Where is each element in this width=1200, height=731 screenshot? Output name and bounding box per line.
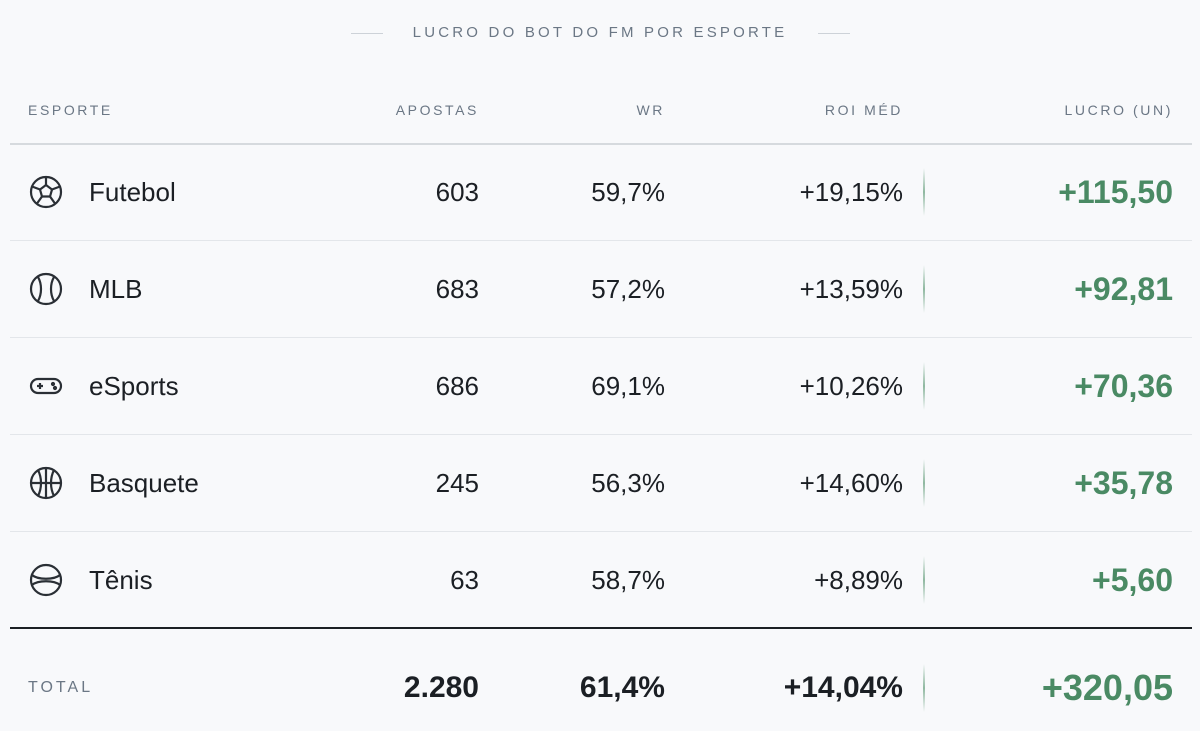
total-row: TOTAL 2.280 61,4% +14,04% +320,05 [0,640,1200,731]
header: LUCRO (UN) [1064,102,1173,118]
cell: 2.280 [403,671,479,704]
header: WR [636,102,665,118]
cell: +320,05 [1041,667,1173,708]
sport-icon [29,272,63,306]
sport-name: eSports [89,371,179,401]
sport-name: Futebol [89,177,176,207]
table-row: Basquete 245 56,3% +14,60% +35,78 [0,435,1200,531]
header: ESPORTE [28,102,113,118]
cell: 58,7% [591,565,665,595]
cell: 61,4% [579,671,665,704]
accent [923,556,925,604]
sport-icon [29,377,63,395]
cell: 56,3% [591,468,665,498]
cell: +19,15% [799,177,903,207]
table-row: Futebol 603 59,7% +19,15% +115,50 [0,144,1200,240]
accent [923,362,925,410]
cell: +92,81 [1074,271,1173,307]
cell: +10,26% [799,371,903,401]
cell: 57,2% [591,274,665,304]
accent [923,168,925,216]
row-divider [10,434,1192,435]
sport-name: Tênis [89,565,153,595]
cell: 603 [435,177,479,207]
header-rule [10,143,1192,145]
cell: 69,1% [591,371,665,401]
sport-icon [29,466,63,500]
accent [923,265,925,313]
sport-icon [29,175,63,209]
cell: 63 [450,565,479,595]
cell: 683 [435,274,479,304]
row-divider [10,337,1192,338]
sport-name: Basquete [89,468,199,498]
table-row: MLB 683 57,2% +13,59% +92,81 [0,241,1200,337]
total-rule [10,627,1192,629]
cell: +115,50 [1058,174,1173,210]
cell: +13,59% [799,274,903,304]
divider [351,33,383,34]
sport-icon [29,563,63,597]
row-divider [10,240,1192,241]
header: APOSTAS [395,102,479,118]
accent [923,459,925,507]
cell: +14,04% [783,671,903,704]
cell: +70,36 [1074,368,1173,404]
cell: +5,60 [1092,562,1173,598]
header: ROI MÉD [824,102,903,118]
accent [923,664,925,712]
table-row: eSports 686 69,1% +10,26% +70,36 [0,338,1200,434]
total-label: TOTAL [28,679,94,696]
title: LUCRO DO BOT DO FM POR ESPORTE [412,24,788,41]
cell: +8,89% [814,565,903,595]
cell: 686 [435,371,479,401]
cell: 245 [435,468,479,498]
cell: +35,78 [1074,465,1173,501]
table-row: Tênis 63 58,7% +8,89% +5,60 [0,532,1200,628]
cell: +14,60% [799,468,903,498]
cell: 59,7% [591,177,665,207]
divider [818,33,850,34]
sport-name: MLB [89,274,143,304]
row-divider [10,531,1192,532]
